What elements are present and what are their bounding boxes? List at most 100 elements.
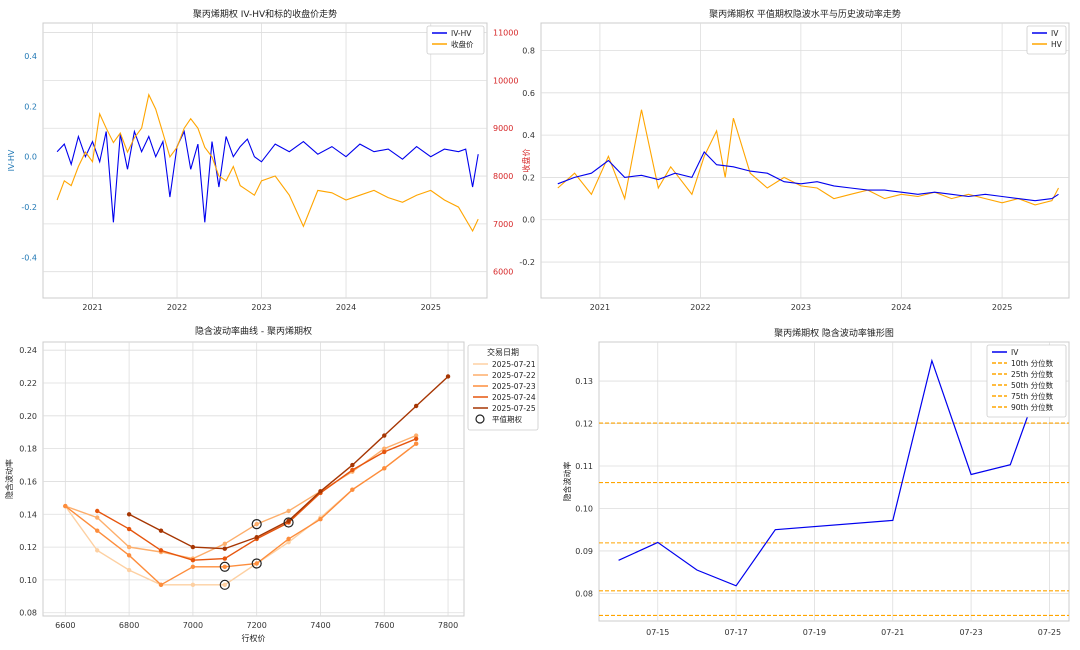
chart3-y-tick: 0.24 [19, 346, 37, 355]
chart4-x-tick: 07-25 [1038, 628, 1061, 637]
chart1-y2-tick: 6000 [493, 268, 513, 277]
chart4-legend-label-5: 90th 分位数 [1011, 402, 1054, 412]
chart3-point [254, 535, 259, 540]
chart3-point [286, 539, 291, 545]
chart3-point [222, 546, 227, 551]
chart3-point [318, 516, 323, 522]
chart1-y-tick: 0.0 [24, 153, 37, 162]
chart1-series-iv-hv [56, 129, 479, 223]
chart3-point [190, 558, 196, 563]
chart3-point [318, 489, 323, 494]
chart3-point [95, 548, 100, 553]
chart4-series-iv [618, 355, 1050, 587]
chart3-point [63, 503, 68, 509]
chart3-y-tick: 0.18 [19, 445, 37, 454]
chart3-legend-label-1: 2025-07-22 [492, 371, 536, 380]
chart1-x-tick: 2021 [82, 303, 102, 312]
chart3-y-tick: 0.12 [19, 543, 37, 552]
chart1-y-tick: -0.2 [21, 203, 37, 212]
chart4-legend-label-1: 10th 分位数 [1011, 358, 1054, 368]
chart3-point [222, 564, 227, 569]
chart3-y-tick: 0.14 [19, 510, 37, 519]
chart1-x-tick: 2024 [336, 303, 356, 312]
chart1-legend-label-1: 收盘价 [451, 39, 474, 49]
chart3-legend-label-4: 2025-07-25 [492, 404, 536, 413]
chart3-x-tick: 7600 [374, 621, 394, 630]
chart3-atm-marker [219, 561, 230, 572]
chart1-ylabel: IV-HV [7, 149, 16, 171]
chart1-y2label: 收盘价 [521, 149, 531, 173]
chart3-point [445, 374, 451, 379]
chart3-legend-label-0: 2025-07-21 [492, 360, 536, 369]
chart4-y-tick: 0.11 [575, 462, 593, 471]
chart4-ylabel: 隐含波动率 [562, 462, 572, 502]
chart2-y-tick: 0.4 [522, 131, 535, 140]
chart4-legend-label-0: IV [1011, 348, 1019, 357]
chart2-x-tick: 2024 [891, 303, 911, 312]
chart2-y-tick: 0.6 [522, 89, 535, 98]
chart4-legend-label-3: 50th 分位数 [1011, 380, 1054, 390]
chart3-x-tick: 7000 [183, 621, 203, 630]
chart3-y-tick: 0.10 [19, 576, 37, 585]
chart1-title: 聚丙烯期权 IV-HV和标的收盘价走势 [193, 8, 337, 20]
chart1-y-tick: -0.4 [21, 254, 37, 263]
chart3-atm-marker [251, 558, 262, 569]
chart1-series-close [56, 93, 479, 233]
chart3-series-2 [64, 443, 417, 586]
chart3-point [254, 521, 259, 527]
chart2-y-tick: 0.8 [522, 47, 535, 56]
chart2-x-tick: 2025 [992, 303, 1012, 312]
chart4-legend-label-2: 25th 分位数 [1011, 369, 1054, 379]
chart3-point [126, 526, 132, 532]
chart1-legend-label-0: IV-HV [451, 29, 472, 38]
chart3-point [222, 541, 227, 547]
chart3-x-tick: 7400 [310, 621, 330, 630]
chart4-x-tick: 07-17 [724, 628, 747, 637]
chart3-legend-marker [475, 414, 485, 424]
chart3-ylabel: 隐含波动率 [4, 459, 14, 499]
chart3-point [382, 446, 387, 451]
chart3-point [222, 556, 227, 561]
chart3-x-tick: 7200 [247, 621, 267, 630]
chart3-point [126, 567, 132, 573]
chart1-y-tick: 0.2 [24, 102, 37, 111]
chart3-legend-label-5: 平值期权 [492, 414, 522, 424]
chart4-legend-label-4: 75th 分位数 [1011, 391, 1054, 401]
chart3-point [286, 508, 291, 514]
chart4-title: 聚丙烯期权 隐含波动率锥形图 [774, 327, 894, 339]
chart4-y-tick: 0.13 [575, 377, 593, 386]
chart3-point [413, 436, 419, 442]
chart3-point [190, 582, 196, 588]
chart3-legend-label-2: 2025-07-23 [492, 382, 536, 391]
chart3-atm-marker [251, 519, 262, 530]
chart3-point [350, 487, 355, 492]
chart1-y2-tick: 8000 [493, 172, 513, 181]
chart3-point [382, 449, 387, 455]
chart3-atm-marker [219, 579, 230, 590]
chart3-point [382, 433, 387, 438]
chart3-x-tick: 6600 [55, 621, 75, 630]
chart4-y-tick: 0.08 [575, 589, 593, 598]
chart2-y-tick: -0.2 [519, 258, 535, 267]
chart3-point [126, 553, 132, 558]
chart3-xlabel: 行权价 [242, 633, 266, 643]
chart3-point [413, 433, 419, 438]
chart3-x-tick: 6800 [119, 621, 139, 630]
chart2-legend-label-0: IV [1051, 29, 1059, 38]
chart2-x-tick: 2022 [690, 303, 710, 312]
chart1-x-tick: 2025 [421, 303, 441, 312]
chart3-point [350, 462, 355, 468]
chart1-y2-tick: 11000 [493, 29, 518, 38]
chart3-point [158, 582, 164, 588]
chart3-point [95, 508, 100, 514]
chart2-x-tick: 2023 [791, 303, 811, 312]
chart2-y-tick: 0.0 [522, 216, 535, 225]
chart4-x-tick: 07-15 [646, 628, 669, 637]
chart3-point [286, 518, 291, 524]
chart3-legend-label-3: 2025-07-24 [492, 393, 536, 402]
chart3-point [413, 441, 419, 446]
chart3-point [95, 528, 100, 533]
chart4-x-tick: 07-21 [881, 628, 904, 637]
chart2-frame [540, 22, 1070, 299]
